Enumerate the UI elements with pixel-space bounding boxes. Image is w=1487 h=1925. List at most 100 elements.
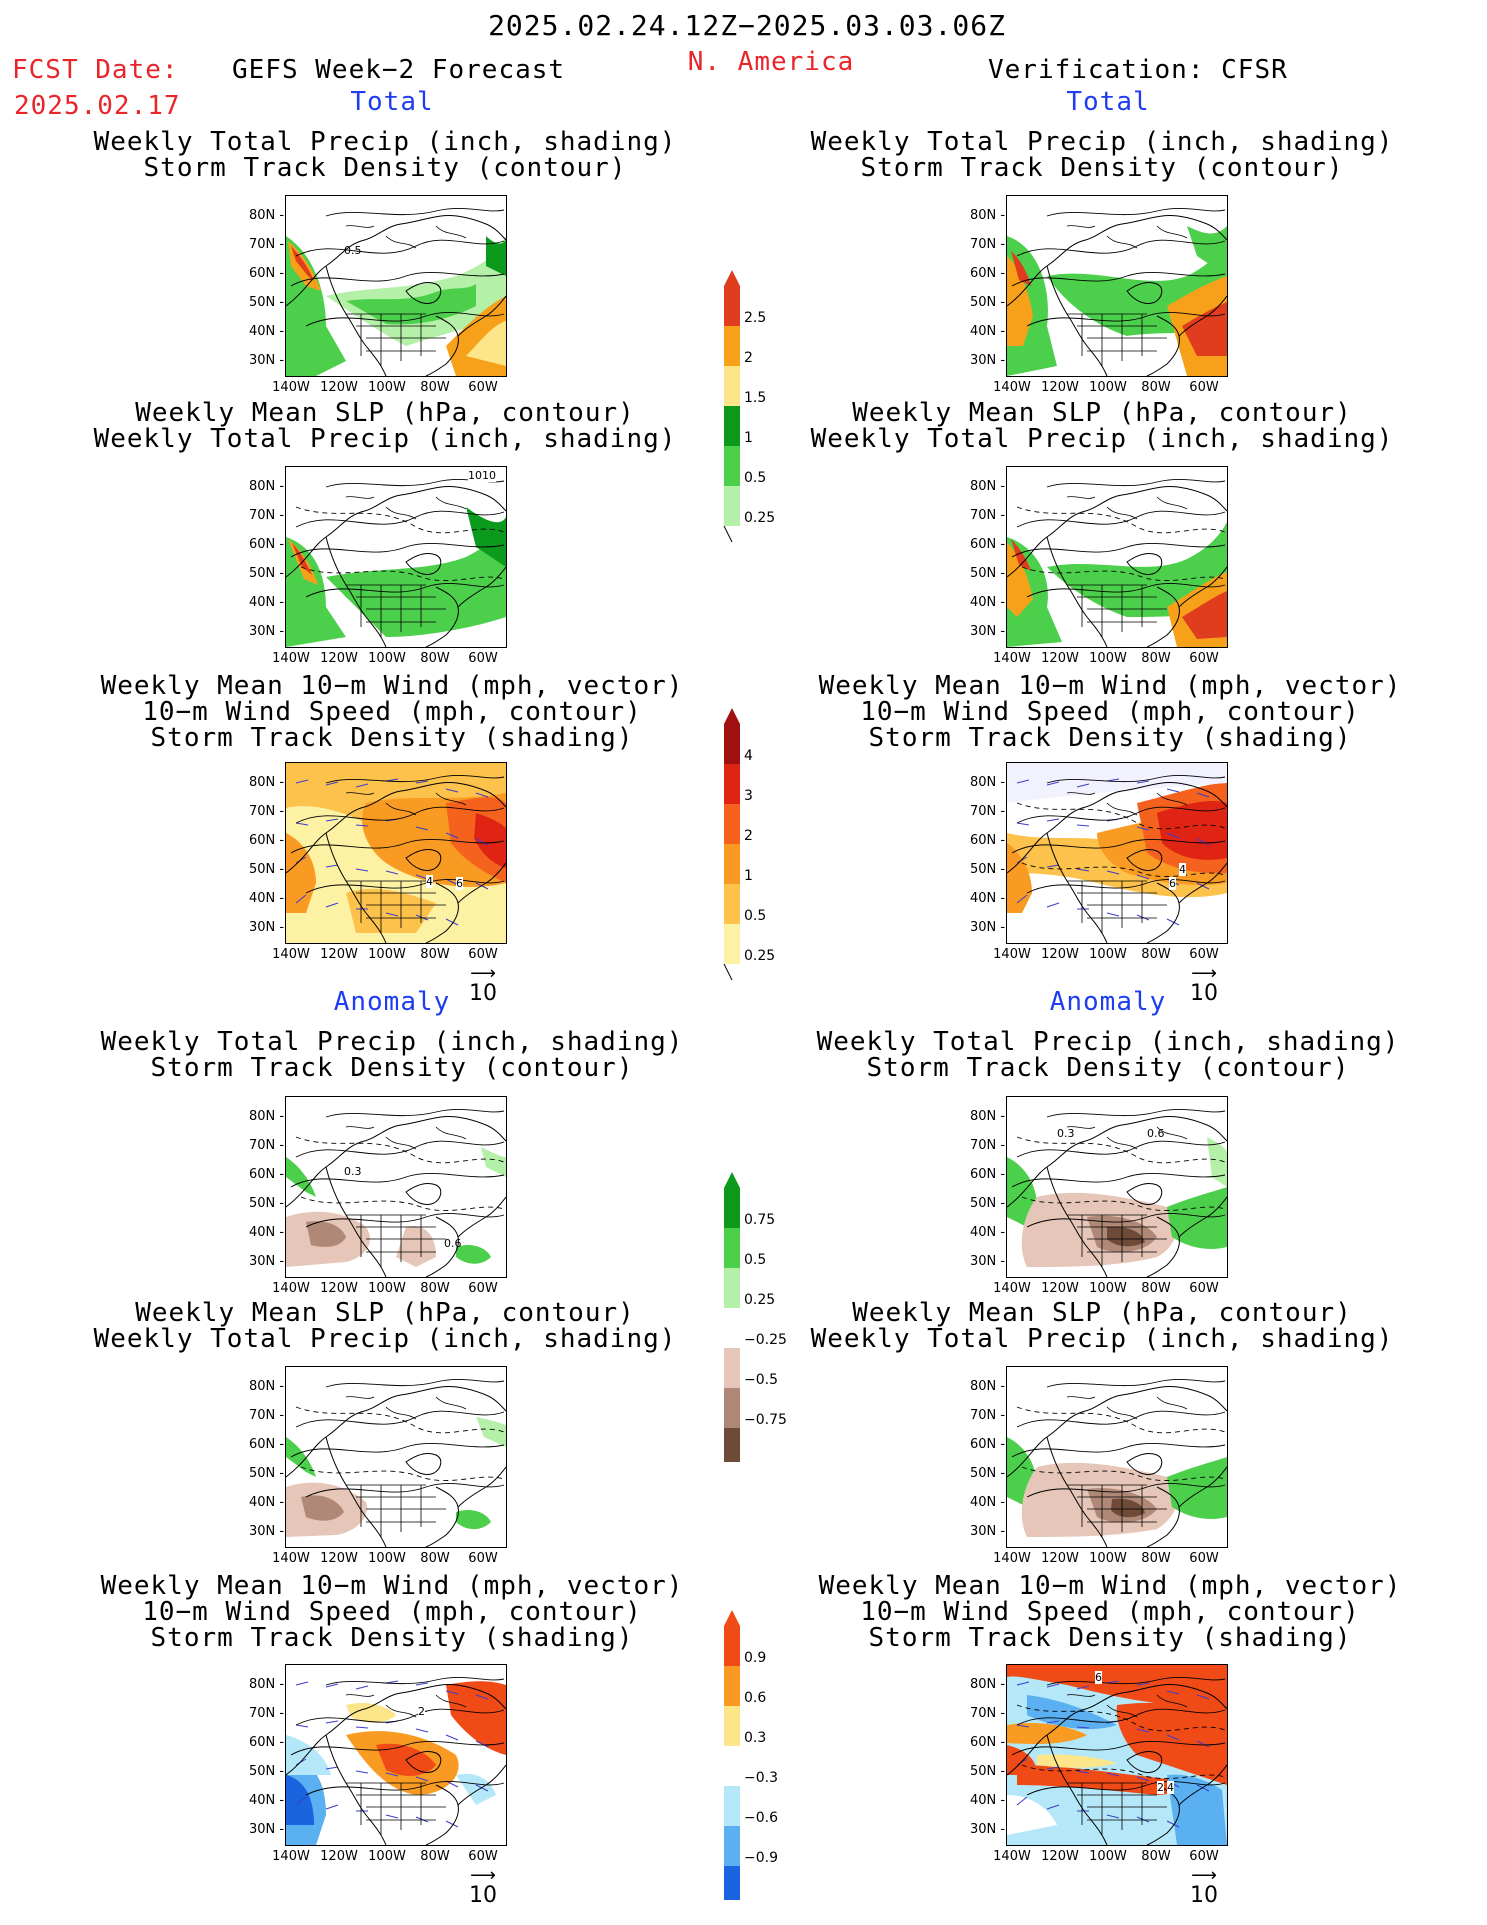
map-verification-precip-total	[1006, 195, 1228, 377]
lat-label: 80N -	[249, 1379, 285, 1394]
lon-label: 120W	[1041, 1849, 1079, 1864]
lon-label: 120W	[320, 947, 358, 962]
colorbar-end-triangle	[724, 270, 740, 286]
lat-label: 60N -	[249, 1437, 285, 1452]
lat-label: 60N -	[249, 266, 285, 281]
colorbar-segment	[724, 406, 740, 446]
colorbar-segment	[724, 1428, 740, 1468]
lat-label: 60N -	[249, 1735, 285, 1750]
map-verification-slp-total	[1006, 466, 1228, 648]
colorbar-segment	[724, 1826, 740, 1866]
fcst-date-label: FCST Date:	[12, 55, 179, 85]
map-forecast-slp-total: 1010	[285, 466, 507, 648]
colorbar-label: 1	[744, 430, 753, 446]
colorbar-label: 0.25	[744, 510, 775, 526]
colorbar-segment	[724, 286, 740, 326]
lat-label: 70N -	[249, 508, 285, 523]
wind-reference-vector: ⟶ 10	[1190, 963, 1218, 1007]
lat-label: 70N -	[249, 1138, 285, 1153]
lat-label: 80N -	[249, 479, 285, 494]
colorbar-segment	[724, 1666, 740, 1706]
lon-label: 140W	[272, 1281, 310, 1296]
lon-label: 100W	[368, 380, 406, 395]
lat-label: 60N -	[249, 1167, 285, 1182]
lat-label: 50N -	[970, 566, 1006, 581]
lat-label: 30N -	[970, 353, 1006, 368]
lon-label: 120W	[320, 1551, 358, 1566]
lat-label: 40N -	[970, 595, 1006, 610]
map-forecast-slp-anomaly	[285, 1366, 507, 1548]
contour-label: 4	[1167, 1781, 1174, 1794]
lat-label: 80N -	[970, 1379, 1006, 1394]
lat-label: 40N -	[970, 1793, 1006, 1808]
colorbar-segment	[724, 1268, 740, 1308]
lon-label: 60W	[468, 1281, 498, 1296]
lat-label: 30N -	[249, 353, 285, 368]
colorbar-end-line	[723, 525, 733, 543]
map-verification-slp-anomaly	[1006, 1366, 1228, 1548]
total-heading-left: Total	[350, 87, 434, 117]
lat-label: 80N -	[249, 208, 285, 223]
colorbar-precip-total: 2.5 2 1.5 1 0.5 0.25	[720, 270, 830, 564]
colorbar-segment	[724, 326, 740, 366]
lon-label: 140W	[993, 1551, 1031, 1566]
colorbar-label: 3	[744, 788, 753, 804]
lat-label: 30N -	[249, 1822, 285, 1837]
lon-label: 100W	[368, 1551, 406, 1566]
lon-label: 60W	[1189, 1849, 1219, 1864]
map-forecast-precip-total: 0.5	[285, 195, 507, 377]
colorbar-label: −0.25	[744, 1332, 787, 1348]
lon-label: 140W	[993, 380, 1031, 395]
lat-label: 60N -	[970, 833, 1006, 848]
lat-label: 30N -	[970, 1822, 1006, 1837]
lat-label: 60N -	[970, 1735, 1006, 1750]
colorbar-label: 0.6	[744, 1690, 766, 1706]
colorbar-segment	[724, 486, 740, 526]
contour-label: 4	[1179, 863, 1186, 876]
lon-label: 60W	[1189, 1281, 1219, 1296]
lon-label: 120W	[1041, 380, 1079, 395]
colorbar-segment	[724, 1348, 740, 1388]
colorbar-label: −0.5	[744, 1372, 778, 1388]
lat-label: 40N -	[249, 595, 285, 610]
lat-label: 60N -	[970, 266, 1006, 281]
lat-label: 50N -	[249, 295, 285, 310]
contour-label: 6	[1095, 1671, 1102, 1684]
colorbar-label: 1.5	[744, 390, 766, 406]
lon-label: 140W	[272, 1849, 310, 1864]
anomaly-heading-left: Anomaly	[333, 987, 451, 1017]
colorbar-segment	[724, 1388, 740, 1428]
colorbar-segment	[724, 1228, 740, 1268]
wind-reference-vector: ⟶ 10	[1190, 1865, 1218, 1909]
contour-label: 0.6	[1147, 1127, 1165, 1140]
lat-label: 50N -	[970, 862, 1006, 877]
lat-label: 80N -	[970, 479, 1006, 494]
lon-label: 60W	[1189, 380, 1219, 395]
lat-label: 70N -	[970, 1706, 1006, 1721]
lon-label: 60W	[1189, 947, 1219, 962]
lon-label: 100W	[368, 1281, 406, 1296]
colorbar-label: 0.25	[744, 948, 775, 964]
lat-label: 40N -	[970, 1225, 1006, 1240]
lon-label: 140W	[272, 947, 310, 962]
lon-label: 100W	[1089, 1551, 1127, 1566]
contour-label: 6	[1169, 877, 1176, 890]
map-verification-wind-anomaly: 6 4 2	[1006, 1664, 1228, 1846]
map-forecast-wind-anomaly: 2	[285, 1664, 507, 1846]
lon-label: 80W	[420, 947, 450, 962]
contour-label: 0.3	[1057, 1127, 1075, 1140]
contour-label: 0.3	[344, 1165, 362, 1178]
map-verification-precip-anomaly: 0.3 0.6	[1006, 1096, 1228, 1278]
map-verification-wind-total: 4 6	[1006, 762, 1228, 944]
lon-label: 100W	[368, 1849, 406, 1864]
wind-reference-vector: ⟶ 10	[469, 1865, 497, 1909]
lon-label: 120W	[320, 1849, 358, 1864]
lat-label: 80N -	[970, 1109, 1006, 1124]
lat-label: 70N -	[970, 804, 1006, 819]
lon-label: 60W	[1189, 1551, 1219, 1566]
wind-reference-vector: ⟶ 10	[469, 963, 497, 1007]
lon-label: 100W	[1089, 947, 1127, 962]
contour-label: 2	[418, 1705, 425, 1718]
colorbar-label: 0.9	[744, 1650, 766, 1666]
colorbar-end-triangle	[724, 708, 740, 724]
